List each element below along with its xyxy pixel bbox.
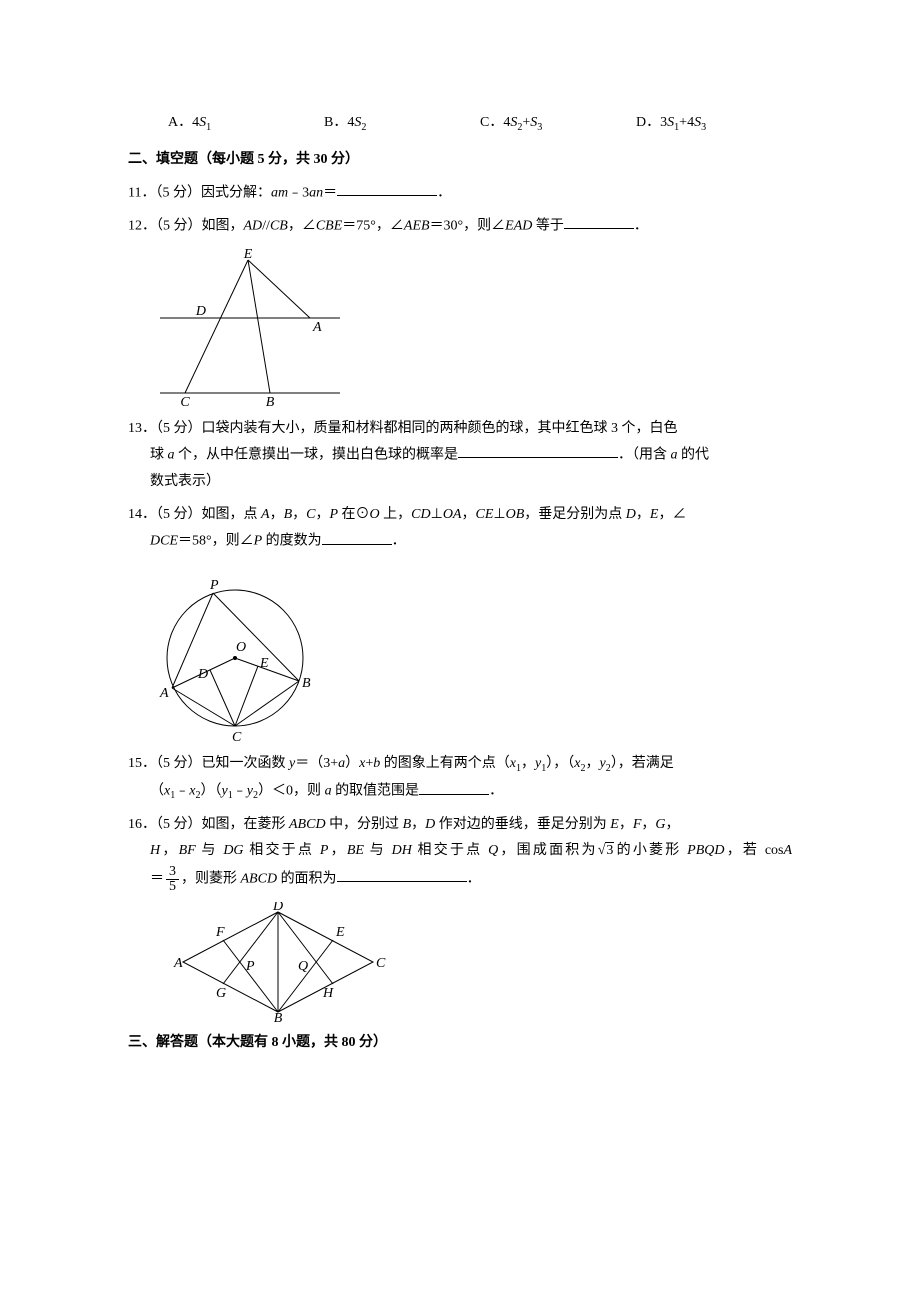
- option-a: A．4S1: [168, 110, 324, 137]
- q12-figure: E D A C B: [150, 248, 350, 408]
- svg-text:A: A: [159, 686, 169, 701]
- blank: [322, 528, 392, 544]
- svg-text:D: D: [272, 902, 283, 914]
- svg-text:A: A: [173, 956, 183, 971]
- blank: [337, 180, 437, 196]
- svg-text:E: E: [259, 656, 269, 671]
- svg-text:B: B: [274, 1011, 283, 1022]
- blank: [337, 866, 467, 882]
- question-16: 16．（5 分）如图，在菱形 ABCD 中，分别过 B，D 作对边的垂线，垂足分…: [128, 812, 792, 1022]
- svg-text:F: F: [215, 925, 225, 940]
- svg-text:C: C: [376, 956, 386, 971]
- question-15: 15．（5 分）已知一次函数 y＝（3+a）x+b 的图象上有两个点（x1，y1…: [128, 751, 792, 805]
- svg-text:C: C: [232, 730, 242, 743]
- svg-text:B: B: [266, 395, 275, 408]
- svg-text:D: D: [197, 667, 208, 682]
- q14-figure: P O E D B A C: [150, 563, 320, 743]
- svg-text:H: H: [322, 986, 334, 1001]
- blank: [419, 778, 489, 794]
- svg-text:D: D: [195, 304, 206, 319]
- svg-text:C: C: [180, 395, 190, 408]
- svg-text:A: A: [312, 320, 322, 335]
- blank: [458, 442, 618, 458]
- svg-text:P: P: [245, 959, 255, 974]
- question-11: 11．（5 分）因式分解：am﹣3an＝．: [128, 180, 792, 207]
- svg-text:E: E: [243, 248, 253, 262]
- section-2-heading: 二、填空题（每小题 5 分，共 30 分）: [128, 147, 792, 174]
- svg-text:E: E: [335, 925, 345, 940]
- option-c: C．4S2+S3: [480, 110, 636, 137]
- q16-figure: D F E A P Q C G H B: [168, 902, 388, 1022]
- svg-text:B: B: [302, 676, 311, 691]
- svg-text:P: P: [209, 578, 219, 593]
- blank: [564, 213, 634, 229]
- question-14: 14．（5 分）如图，点 A，B，C，P 在⊙O 上，CD⊥OA，CE⊥OB，垂…: [128, 502, 792, 744]
- question-13: 13．（5 分）口袋内装有大小，质量和材料都相同的两种颜色的球，其中红色球 3 …: [128, 416, 792, 496]
- option-b: B．4S2: [324, 110, 480, 137]
- svg-text:Q: Q: [298, 959, 308, 974]
- option-d: D．3S1+4S3: [636, 110, 792, 137]
- question-12: 12．（5 分）如图，AD//CB，∠CBE＝75°，∠AEB＝30°，则∠EA…: [128, 213, 792, 408]
- section-3-heading: 三、解答题（本大题有 8 小题，共 80 分）: [128, 1030, 792, 1057]
- svg-text:O: O: [236, 640, 246, 655]
- q10-options: A．4S1 B．4S2 C．4S2+S3 D．3S1+4S3: [128, 110, 792, 137]
- svg-text:G: G: [216, 986, 226, 1001]
